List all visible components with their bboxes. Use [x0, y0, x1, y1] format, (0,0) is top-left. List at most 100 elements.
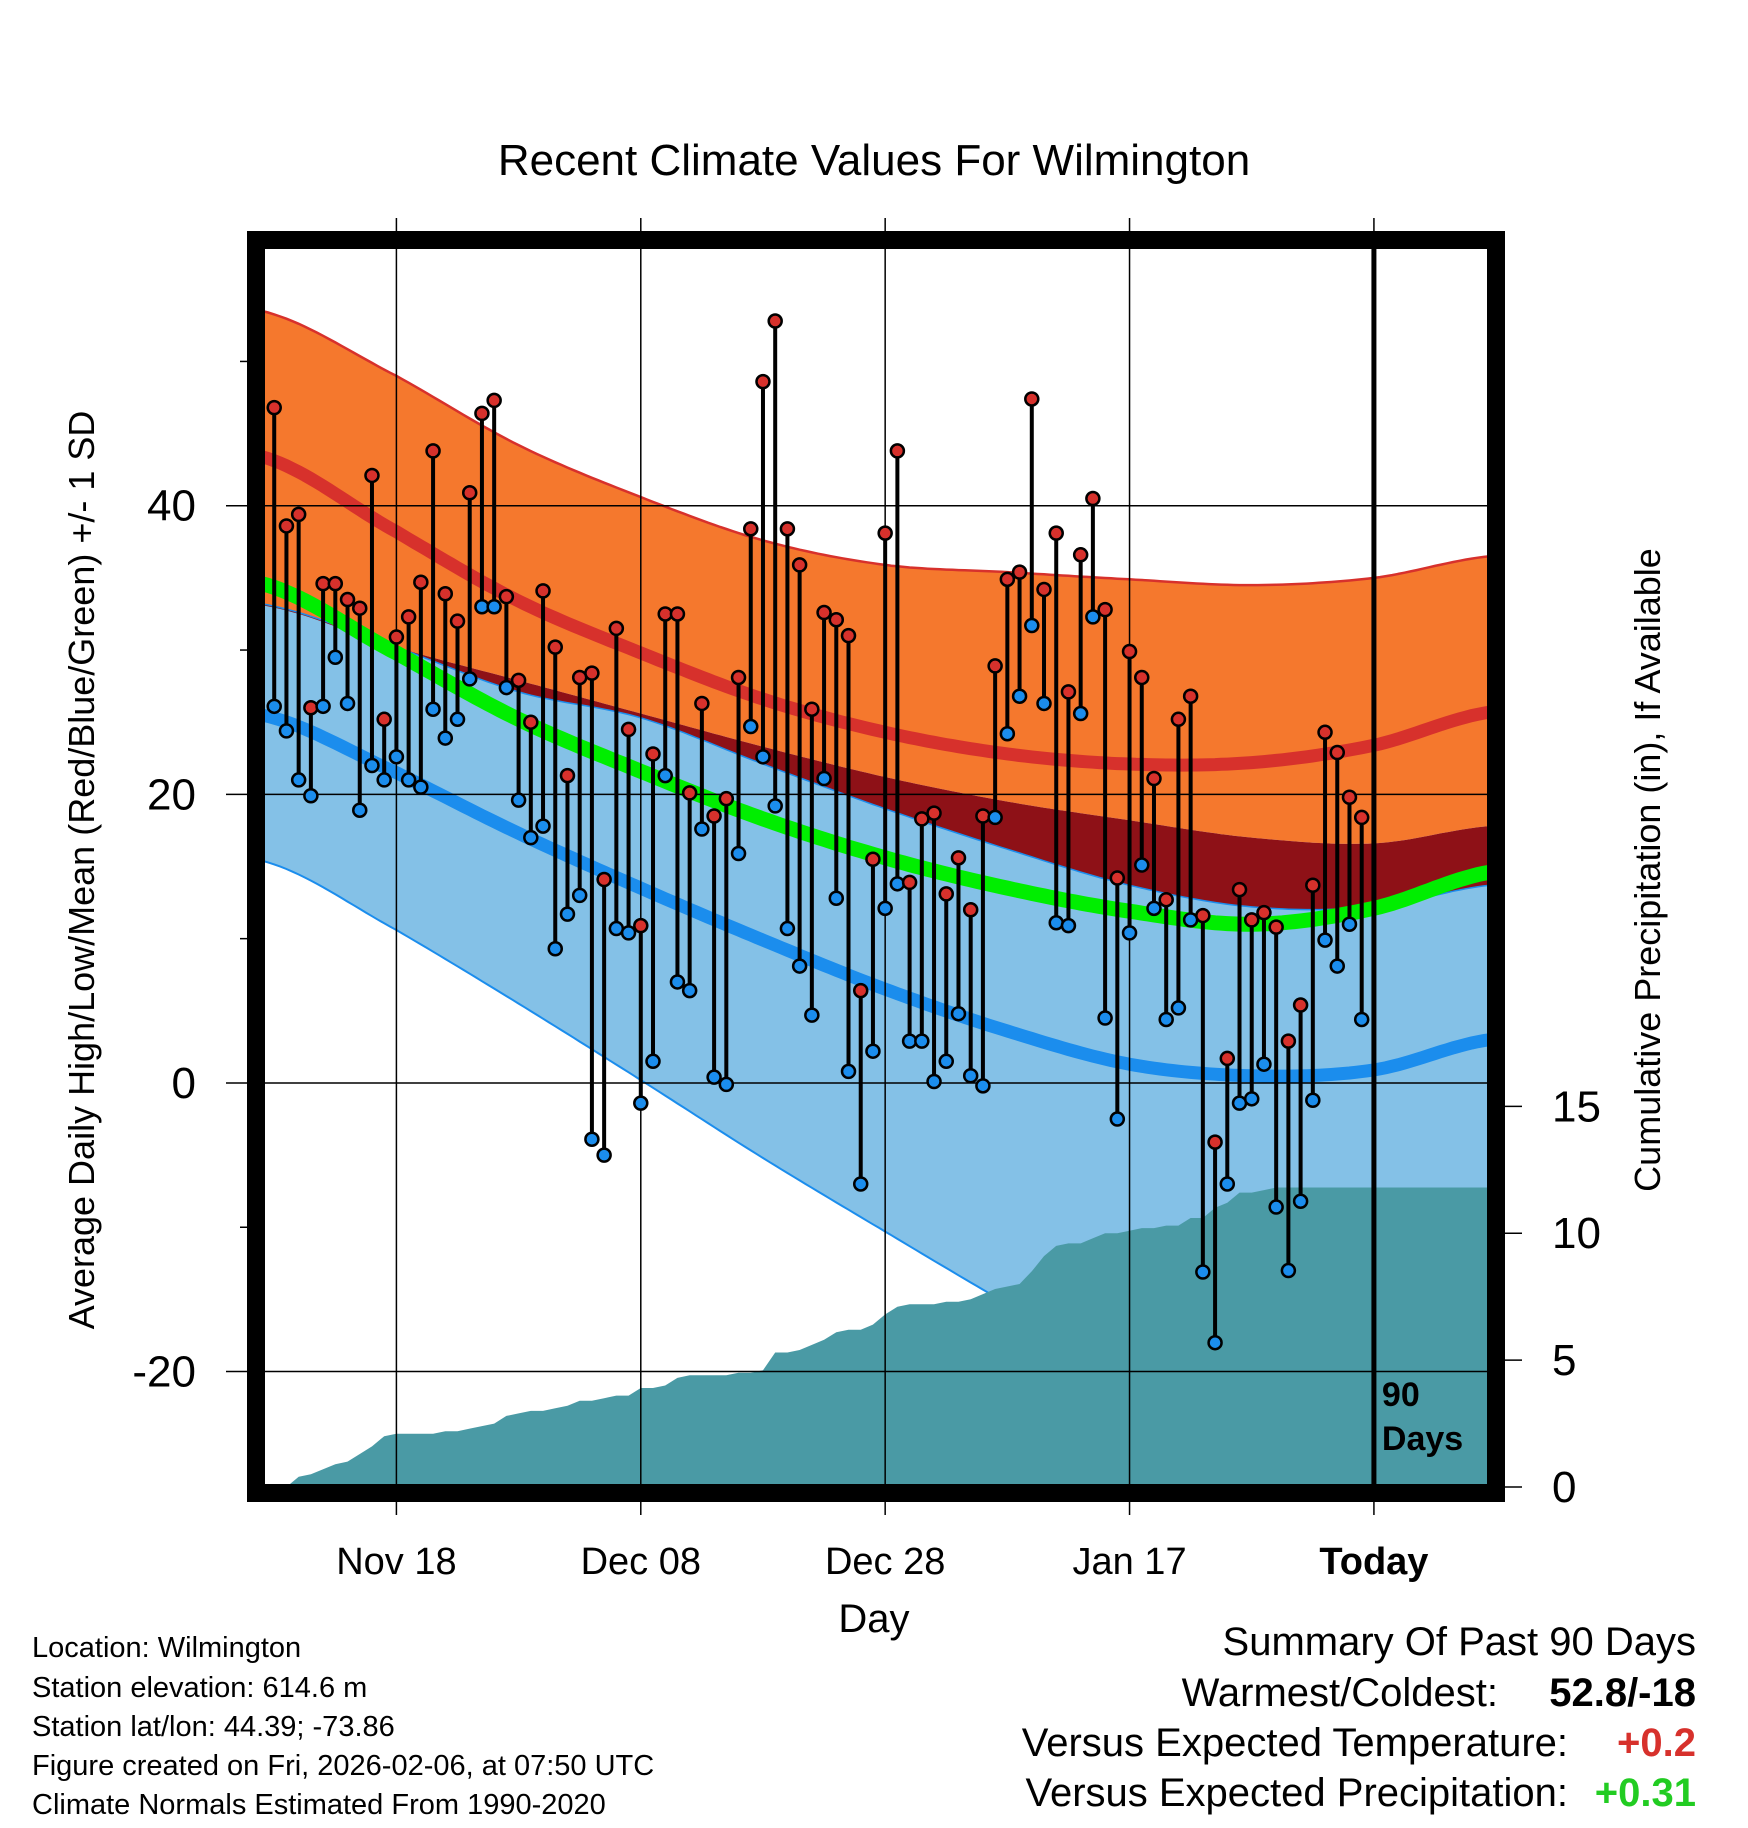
info-location: Location: Wilmington [32, 1632, 302, 1664]
daily-high-point [1317, 724, 1333, 741]
x-tick-label: Nov 18 [336, 1541, 456, 1583]
daily-low-point [290, 772, 307, 788]
daily-high-point [596, 871, 612, 888]
daily-high-point [938, 886, 955, 902]
daily-low-point [755, 749, 771, 765]
daily-high-point [1158, 891, 1174, 908]
info-created: Figure created on Fri, 2026-02-06, at 07… [32, 1750, 655, 1782]
chart-title: Recent Climate Values For Wilmington [498, 136, 1250, 185]
overlap-band [262, 603, 1490, 910]
y-tick-label: 20 [147, 770, 196, 819]
daily-low-point [425, 701, 441, 717]
daily-high-point [352, 600, 368, 616]
daily-high-point [962, 902, 979, 918]
daily-low-point [816, 770, 832, 787]
daily-low-point [926, 1073, 942, 1090]
daily-high-point [828, 611, 845, 628]
daily-low-point [437, 730, 454, 746]
daily-low-point [975, 1078, 991, 1094]
daily-high-point [718, 790, 735, 807]
daily-low-point [278, 723, 295, 739]
daily-low-point [1170, 1000, 1187, 1016]
daily-low-point [889, 876, 906, 892]
daily-low-point [1305, 1092, 1321, 1109]
daily-low-point [962, 1067, 979, 1084]
daily-high-point [498, 588, 515, 605]
daily-low-point [1341, 916, 1358, 932]
daily-low-point [743, 718, 759, 735]
high-normal-band [262, 310, 1490, 844]
daily-low-point [1085, 609, 1101, 625]
daily-low-point [633, 1095, 649, 1111]
daily-low-point [914, 1033, 930, 1049]
precip-anomaly-label: Versus Expected Precipitation: [1025, 1771, 1568, 1815]
daily-high-point [950, 850, 967, 866]
daily-high-point [1109, 870, 1126, 886]
daily-high-point [633, 917, 649, 934]
daily-high-point [840, 627, 857, 644]
y-tick-label: 0 [172, 1059, 196, 1108]
daily-high-point [1036, 581, 1052, 598]
daily-high-point [303, 700, 319, 716]
daily-high-point [1231, 881, 1248, 898]
daily-low-point [730, 845, 747, 862]
daily-high-point [474, 405, 490, 422]
daily-high-point [1011, 564, 1028, 580]
normal-high-line [262, 450, 1490, 772]
summary-title: Summary Of Past 90 Days [1222, 1620, 1696, 1664]
daily-high-point [559, 767, 576, 784]
daily-high-point [1182, 688, 1199, 704]
daily-high-point [1085, 490, 1101, 507]
daily-low-point [339, 695, 356, 712]
daily-low-point [1036, 695, 1052, 712]
daily-high-point [339, 591, 356, 608]
daily-low-point [510, 792, 527, 808]
daily-low-point [694, 821, 710, 837]
daily-low-point [596, 1147, 612, 1163]
daily-low-point [376, 772, 392, 788]
daily-high-point [1305, 877, 1321, 894]
temp-anomaly-value: +0.2 [1617, 1721, 1696, 1765]
daily-high-point [669, 606, 686, 622]
daily-high-point [1048, 525, 1064, 541]
daily-high-point [1353, 809, 1370, 826]
daily-low-point [1280, 1262, 1297, 1279]
daily-low-point [1060, 917, 1077, 934]
daily-low-point [571, 887, 588, 904]
plot-inner: 90 Days [262, 246, 1490, 1487]
daily-low-point [559, 906, 576, 922]
daily-high-point [1024, 391, 1040, 407]
daily-high-point [779, 521, 796, 537]
high-upper-edge [262, 309, 1490, 587]
daily-high-point [1170, 711, 1187, 728]
daily-low-point [486, 599, 502, 615]
daily-low-point [1158, 1011, 1174, 1028]
daily-high-point [889, 443, 906, 459]
daily-high-point [486, 392, 502, 409]
daily-low-point [620, 925, 637, 941]
daily-low-point [303, 788, 319, 804]
daily-high-point [290, 506, 307, 523]
daily-high-point [999, 571, 1016, 588]
daily-low-point [718, 1076, 735, 1093]
daily-low-point [1121, 925, 1138, 941]
daily-high-point [1121, 643, 1138, 660]
daily-low-point [400, 772, 417, 788]
daily-high-point [914, 811, 930, 827]
daily-high-point [1134, 669, 1150, 686]
daily-low-point [535, 818, 551, 834]
daily-low-point [1317, 932, 1333, 948]
y2-tick-label: 10 [1552, 1209, 1601, 1258]
y2-tick-label: 15 [1552, 1082, 1601, 1131]
daily-high-point [425, 443, 441, 459]
daily-low-point [950, 1005, 967, 1022]
daily-low-point [461, 671, 478, 687]
daily-low-point [852, 1176, 869, 1192]
daily-high-point [413, 574, 429, 590]
daily-low-point [388, 749, 405, 765]
daily-low-point [1195, 1264, 1211, 1280]
daily-low-point [938, 1053, 955, 1070]
daily-low-point [999, 725, 1016, 742]
precip-area [274, 1187, 1490, 1487]
